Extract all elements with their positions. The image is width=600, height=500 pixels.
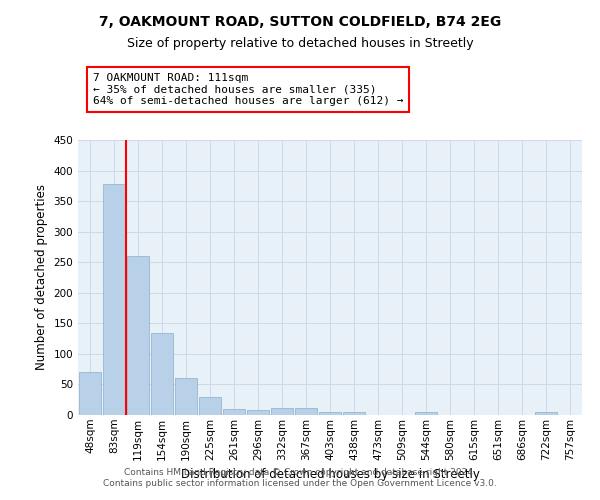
Bar [103,184,125,415]
Y-axis label: Number of detached properties: Number of detached properties [35,184,48,370]
Bar [247,410,269,415]
X-axis label: Distribution of detached houses by size in Streetly: Distribution of detached houses by size … [181,468,479,481]
Bar [319,412,341,415]
Bar [415,412,437,415]
Text: 7, OAKMOUNT ROAD, SUTTON COLDFIELD, B74 2EG: 7, OAKMOUNT ROAD, SUTTON COLDFIELD, B74 … [99,15,501,29]
Bar [343,412,365,415]
Bar [199,396,221,415]
Bar [151,332,173,415]
Text: 7 OAKMOUNT ROAD: 111sqm
← 35% of detached houses are smaller (335)
64% of semi-d: 7 OAKMOUNT ROAD: 111sqm ← 35% of detache… [93,73,404,106]
Bar [175,378,197,415]
Text: Size of property relative to detached houses in Streetly: Size of property relative to detached ho… [127,38,473,51]
Bar [295,408,317,415]
Text: Contains HM Land Registry data © Crown copyright and database right 2024.
Contai: Contains HM Land Registry data © Crown c… [103,468,497,487]
Bar [271,408,293,415]
Bar [535,412,557,415]
Bar [127,256,149,415]
Bar [79,372,101,415]
Bar [223,409,245,415]
